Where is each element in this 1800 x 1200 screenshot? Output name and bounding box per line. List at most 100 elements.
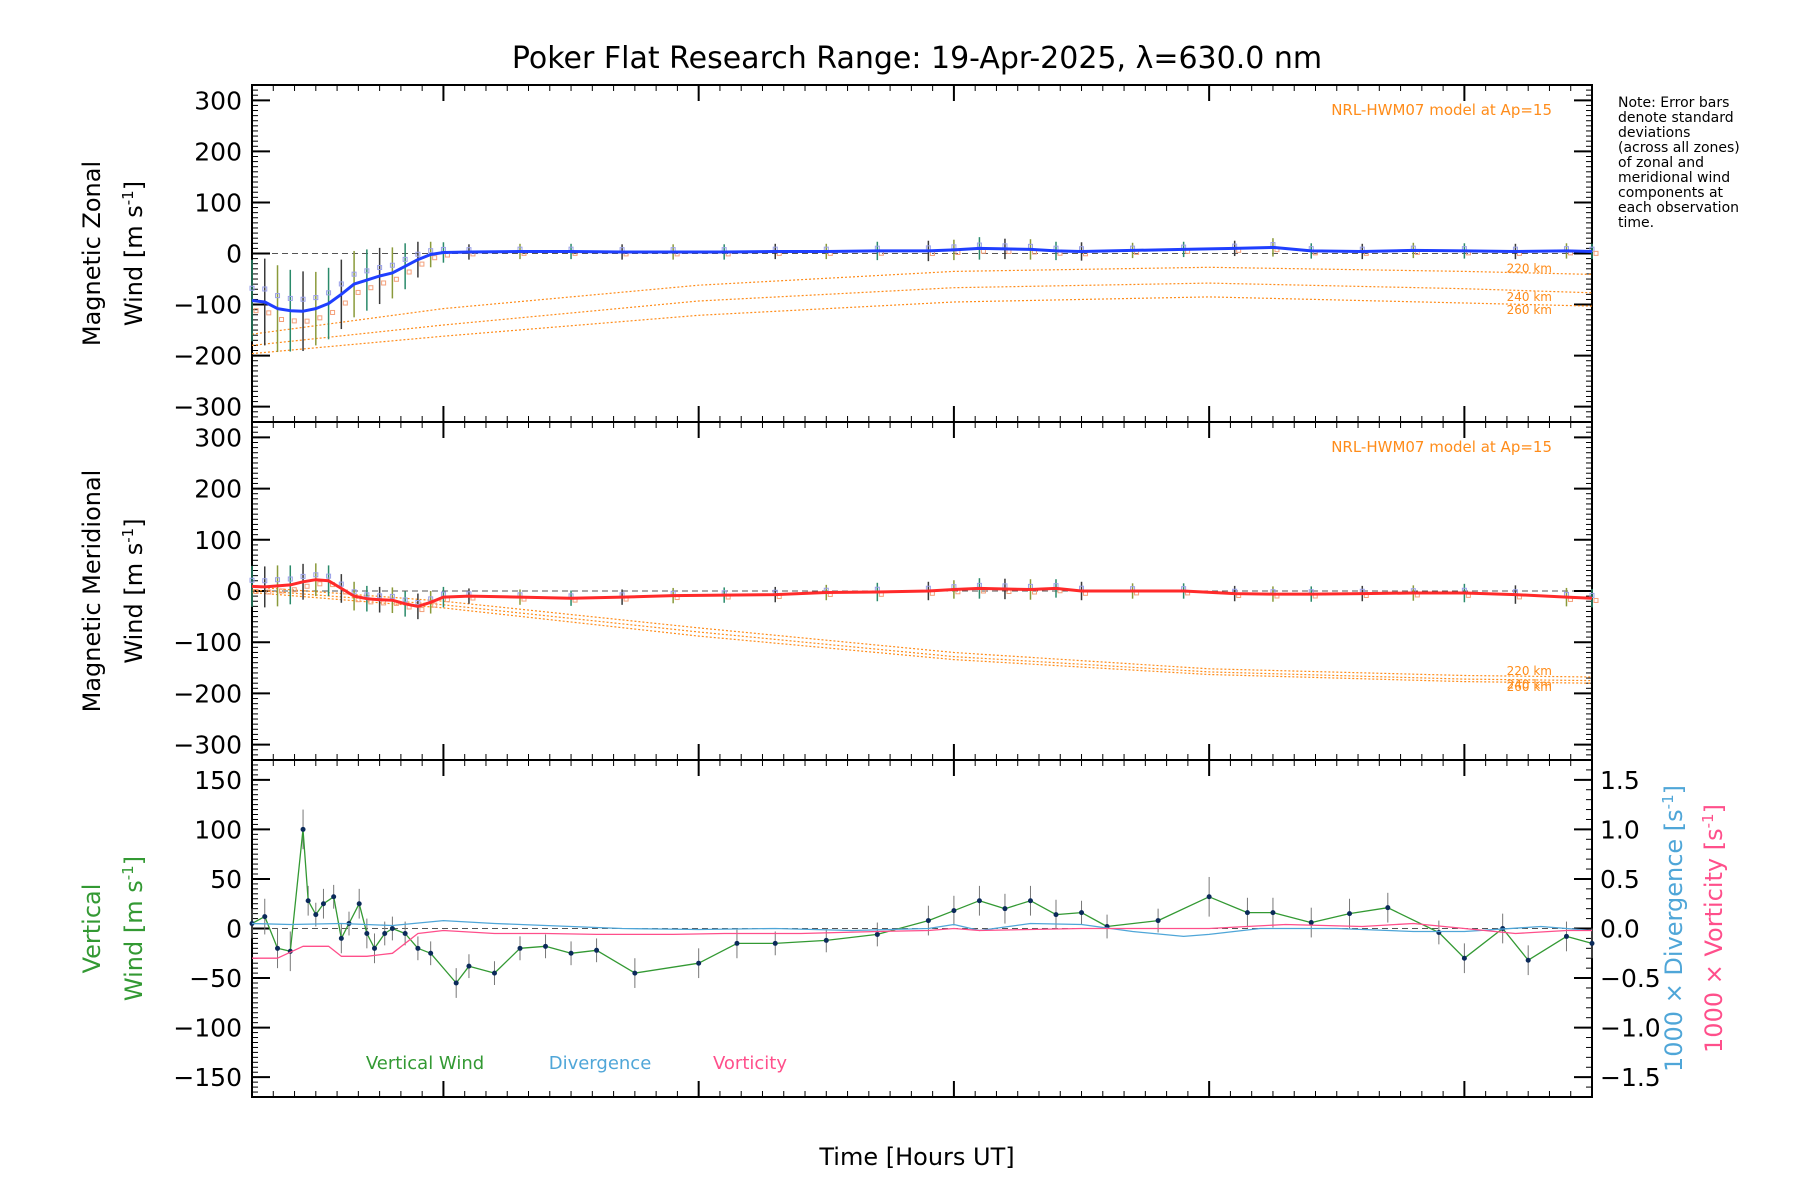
zone-sample-marker	[432, 255, 438, 261]
y-axis-unit-zonal: Wind [m s-1]	[119, 181, 148, 326]
zone-sample-marker	[249, 577, 255, 583]
data-point	[1079, 910, 1085, 916]
series-line-vorticity	[252, 922, 1592, 959]
data-point	[356, 901, 362, 907]
zone-sample-marker	[415, 600, 421, 606]
data-point	[382, 930, 388, 936]
data-point	[491, 970, 497, 976]
note-line: time.	[1618, 215, 1655, 231]
model-title-zonal: NRL-HWM07 model at Ap=15	[1331, 101, 1552, 119]
y-tick-label: 100	[194, 815, 242, 844]
data-point	[1206, 894, 1212, 900]
series-line-vertical-wind	[251, 828, 1593, 984]
model-label-220km: 220 km	[1507, 261, 1552, 275]
zone-sample-marker	[406, 269, 412, 275]
data-point	[372, 945, 378, 951]
chart-marks: −300 −200 −100 0 100 200 300 Magnetic Zonal Wind…	[78, 84, 1728, 1098]
zone-sample-marker	[313, 572, 319, 578]
data-point	[1053, 912, 1059, 918]
zone-sample-marker	[275, 293, 281, 299]
zone-sample-marker	[304, 318, 310, 324]
y2-tick-label: 1.0	[1600, 815, 1640, 844]
zone-sample-marker	[304, 583, 310, 589]
data-point	[568, 950, 574, 956]
y-tick-label: −200	[173, 679, 242, 708]
data-point	[1385, 905, 1391, 911]
y-tick-label: −100	[173, 1014, 242, 1043]
zone-sample-marker	[249, 285, 255, 291]
y-tick-label: −300	[173, 393, 242, 422]
zone-sample-marker	[338, 581, 344, 587]
model-label-260km: 260 km	[1507, 303, 1552, 317]
note-line: each observation	[1618, 200, 1740, 216]
zone-sample-marker	[262, 286, 268, 292]
zone-sample-marker	[428, 248, 434, 254]
y-tick-label: −200	[173, 342, 242, 371]
zone-sample-marker	[389, 262, 395, 268]
zone-sample-marker	[287, 295, 293, 301]
y-tick-label: −300	[173, 731, 242, 760]
note-line: denote standard	[1618, 110, 1734, 126]
zone-sample-marker	[1593, 250, 1599, 256]
model-label-240km: 240 km	[1507, 290, 1552, 304]
y-tick-label: −100	[173, 628, 242, 657]
y2-tick-label: −0.5	[1600, 964, 1661, 993]
data-point	[594, 947, 600, 953]
y-tick-label: 0	[226, 577, 242, 606]
y-tick-label: 150	[194, 766, 242, 795]
model-line-240km	[251, 282, 1593, 346]
data-point	[951, 908, 957, 914]
data-point	[428, 950, 434, 956]
zone-sample-marker	[317, 581, 323, 587]
data-point	[517, 945, 523, 951]
model-line-220km	[251, 266, 1593, 335]
zone-sample-marker	[368, 285, 374, 291]
zone-sample-marker	[326, 573, 332, 579]
data-point	[453, 980, 459, 986]
y2-tick-label: −1.5	[1600, 1063, 1661, 1092]
model-line-220km	[251, 586, 1593, 678]
y-tick-label: 100	[194, 188, 242, 217]
model-label-240km: 240 km	[1507, 678, 1552, 692]
data-point	[300, 826, 306, 832]
zone-sample-marker	[419, 607, 425, 613]
data-point	[925, 918, 931, 924]
note-line: (across all zones)	[1618, 140, 1740, 156]
y-tick-label: 200	[194, 475, 242, 504]
data-point	[1308, 920, 1314, 926]
data-point	[543, 943, 549, 949]
note-line: of zonal and	[1618, 155, 1704, 171]
data-point	[1589, 940, 1595, 946]
data-point	[338, 935, 344, 941]
data-point	[696, 960, 702, 966]
data-point	[772, 940, 778, 946]
y-tick-label: 50	[210, 865, 242, 894]
series-line-magnetic-zonal-wind	[251, 245, 1593, 313]
y2-tick-label: 0.0	[1600, 915, 1640, 944]
data-point	[466, 963, 472, 969]
zone-sample-marker	[381, 280, 387, 286]
zone-sample-marker	[351, 589, 357, 595]
note-line: deviations	[1618, 125, 1691, 141]
y2-tick-label: −1.0	[1600, 1014, 1661, 1043]
data-point	[1436, 929, 1442, 935]
data-point	[1270, 910, 1276, 916]
data-point	[1525, 957, 1531, 963]
y2-tick-label: 0.5	[1600, 865, 1640, 894]
zone-sample-marker	[317, 315, 323, 321]
y-tick-label: 300	[194, 86, 242, 115]
data-point	[1347, 911, 1353, 917]
y-tick-label: −150	[173, 1063, 242, 1092]
series-line-magnetic-meridional-wind	[251, 578, 1593, 608]
data-point	[976, 898, 982, 904]
zone-sample-marker	[291, 318, 297, 324]
y-tick-label: −50	[189, 964, 242, 993]
zone-sample-marker	[419, 261, 425, 267]
y-axis-label-vertical: Vertical	[78, 884, 106, 974]
data-point	[364, 930, 370, 936]
legend-vorticity: Vorticity	[713, 1053, 787, 1074]
y-tick-label: 0	[226, 915, 242, 944]
model-line-260km	[251, 591, 1593, 684]
data-point	[1155, 918, 1161, 924]
note-line: Note: Error bars	[1618, 95, 1730, 111]
